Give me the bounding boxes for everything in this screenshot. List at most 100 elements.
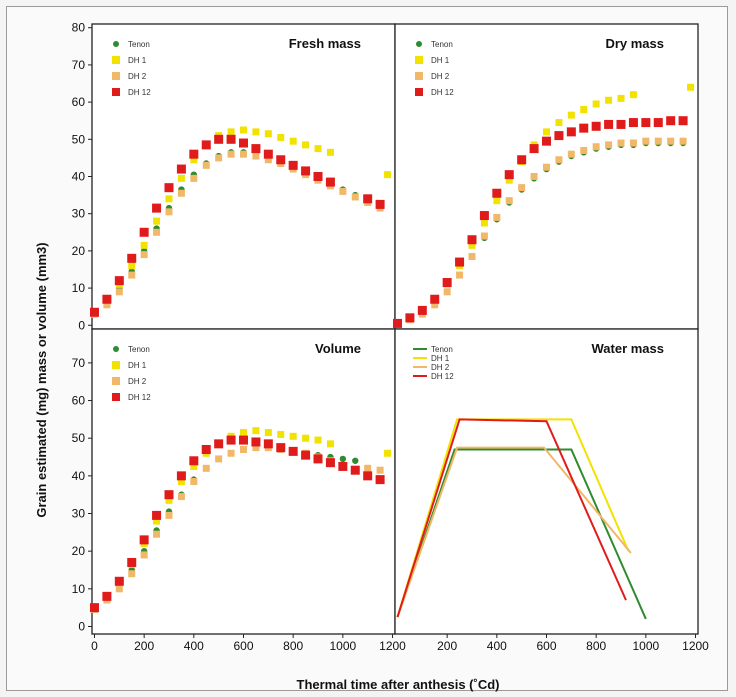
point-dh12 xyxy=(276,155,286,165)
legend-marker xyxy=(112,56,120,64)
x-tick-label-volume: 1200 xyxy=(379,639,406,653)
legend-label: Tenon xyxy=(128,40,150,49)
point-dh12 xyxy=(288,446,298,456)
point-dh1 xyxy=(302,434,310,442)
y-tick-label-volume: 20 xyxy=(72,544,86,558)
point-dh2 xyxy=(567,150,575,158)
legend-label: DH 12 xyxy=(431,372,454,381)
point-dh2 xyxy=(592,143,600,151)
point-dh2 xyxy=(543,163,550,171)
point-dh1 xyxy=(605,96,613,104)
legend-marker xyxy=(415,88,423,96)
point-dh12 xyxy=(313,172,323,181)
point-dh2 xyxy=(115,288,123,296)
point-dh2 xyxy=(165,511,173,519)
point-dh1 xyxy=(289,432,297,440)
point-dh1 xyxy=(264,429,272,437)
point-dh12 xyxy=(176,164,186,174)
point-tenon xyxy=(339,455,347,463)
legend-marker xyxy=(415,72,423,80)
point-dh1 xyxy=(384,171,392,179)
point-dh2 xyxy=(215,455,223,463)
point-dh2 xyxy=(339,187,347,195)
point-dh2 xyxy=(165,208,173,216)
point-dh2 xyxy=(140,551,148,559)
point-dh12 xyxy=(363,194,373,204)
x-tick-label-water: 1000 xyxy=(632,639,659,653)
y-tick-label-fresh: 40 xyxy=(72,170,86,184)
point-dh1 xyxy=(326,148,334,156)
y-tick-label-volume: 60 xyxy=(72,394,86,408)
legend-marker xyxy=(113,346,119,352)
point-dh12 xyxy=(301,450,311,460)
point-dh2 xyxy=(629,139,637,147)
point-dh2 xyxy=(190,174,198,182)
point-dh12 xyxy=(678,116,688,126)
point-dh12 xyxy=(89,307,99,317)
point-dh1 xyxy=(567,111,575,119)
panel-title-water: Water mass xyxy=(592,341,665,356)
point-dh2 xyxy=(617,139,625,147)
point-dh12 xyxy=(239,435,248,445)
point-dh1 xyxy=(580,106,588,114)
point-dh2 xyxy=(376,466,384,474)
point-dh12 xyxy=(653,118,663,128)
point-dh12 xyxy=(479,211,489,221)
y-tick-label-volume: 10 xyxy=(72,582,86,596)
point-dh1 xyxy=(314,436,322,444)
point-dh12 xyxy=(417,305,427,315)
y-tick-label-fresh: 70 xyxy=(72,58,86,72)
plot-area-fresh xyxy=(91,23,396,330)
point-dh2 xyxy=(264,156,272,164)
point-dh2 xyxy=(240,150,247,158)
point-dh2 xyxy=(530,173,538,180)
y-tick-label-volume: 30 xyxy=(72,507,86,521)
point-dh2 xyxy=(654,137,662,145)
point-dh2 xyxy=(351,193,359,201)
legend-label: DH 1 xyxy=(431,354,450,363)
point-dh12 xyxy=(641,118,651,128)
legend-label: DH 2 xyxy=(128,377,147,386)
point-dh1 xyxy=(240,429,247,437)
point-dh1 xyxy=(240,126,247,134)
point-dh12 xyxy=(239,138,248,148)
point-dh12 xyxy=(102,591,112,601)
legend-label: Tenon xyxy=(431,345,453,354)
point-dh2 xyxy=(153,228,161,236)
point-dh12 xyxy=(114,276,124,286)
point-dh12 xyxy=(591,121,601,131)
point-dh12 xyxy=(263,149,273,159)
point-dh2 xyxy=(140,251,148,259)
point-dh1 xyxy=(289,137,297,145)
point-dh12 xyxy=(504,170,514,180)
point-dh12 xyxy=(226,134,236,144)
legend-label: DH 1 xyxy=(128,56,147,65)
y-tick-label-fresh: 50 xyxy=(72,132,86,146)
point-dh12 xyxy=(616,119,626,129)
point-dh1 xyxy=(128,262,136,270)
point-dh1 xyxy=(592,100,600,108)
point-dh1 xyxy=(302,141,310,149)
legend-marker xyxy=(112,377,120,385)
point-dh12 xyxy=(554,131,564,141)
point-dh12 xyxy=(542,136,551,146)
legend-label: DH 12 xyxy=(128,393,151,402)
point-dh12 xyxy=(226,435,236,445)
point-dh12 xyxy=(325,177,335,187)
legend-marker xyxy=(415,56,423,64)
point-dh1 xyxy=(543,128,550,136)
plot-area-volume xyxy=(91,328,396,635)
point-dh2 xyxy=(505,197,513,205)
point-dh1 xyxy=(227,128,235,136)
point-dh2 xyxy=(128,570,136,578)
y-axis-label: Grain estimated (mg) mass or volume (mm3… xyxy=(34,242,49,517)
point-dh12 xyxy=(442,278,452,288)
point-dh12 xyxy=(375,199,385,209)
point-dh2 xyxy=(215,154,223,162)
point-dh12 xyxy=(338,461,348,471)
panel-dry: Dry mass Tenon DH 1 DH 2 DH 12 xyxy=(392,23,699,330)
y-tick-label-fresh: 0 xyxy=(78,318,85,332)
point-dh1 xyxy=(384,449,392,457)
legend-marker xyxy=(112,393,120,401)
